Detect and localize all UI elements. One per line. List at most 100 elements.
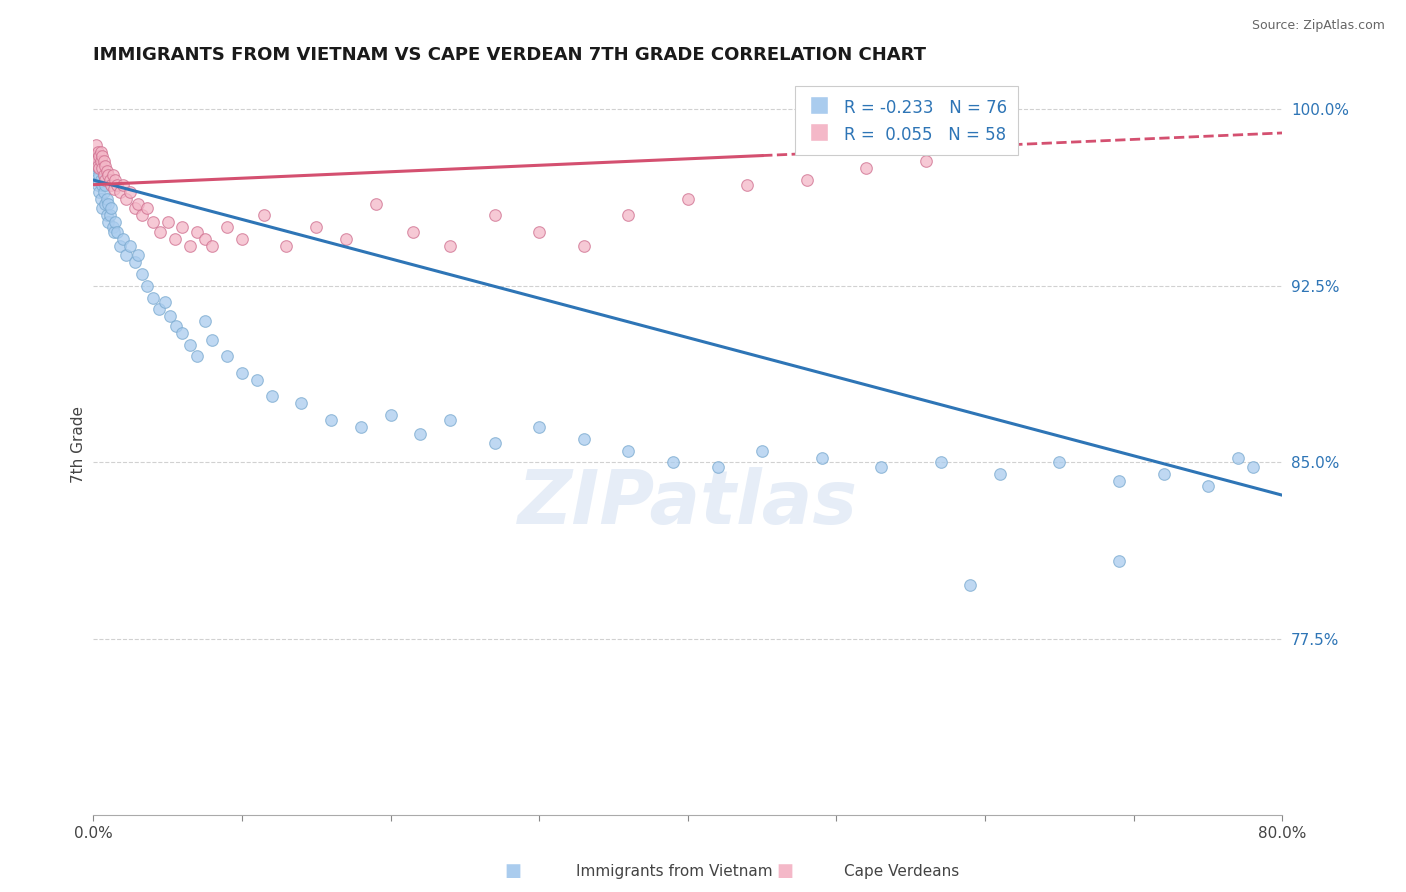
- Point: [260, 389, 283, 403]
- Point: [127, 248, 149, 262]
- Point: [83, 161, 105, 176]
- Point: [527, 225, 550, 239]
- Point: [929, 455, 952, 469]
- Point: [135, 278, 157, 293]
- Point: [149, 225, 172, 239]
- Point: [103, 225, 125, 239]
- Point: [93, 168, 115, 182]
- Point: [105, 178, 128, 192]
- Point: [179, 337, 201, 351]
- Point: [111, 232, 134, 246]
- Point: [96, 208, 118, 222]
- Point: [108, 185, 131, 199]
- Point: [90, 192, 112, 206]
- Point: [84, 173, 107, 187]
- Point: [98, 173, 121, 187]
- Point: [165, 318, 187, 333]
- Point: [1153, 467, 1175, 481]
- Point: [484, 208, 506, 222]
- Text: Immigrants from Vietnam: Immigrants from Vietnam: [576, 864, 773, 879]
- Point: [90, 154, 112, 169]
- Point: [350, 420, 373, 434]
- Point: [90, 161, 112, 176]
- Point: [86, 161, 108, 176]
- Point: [706, 460, 728, 475]
- Point: [527, 420, 550, 434]
- Point: [142, 291, 165, 305]
- Point: [186, 350, 208, 364]
- Point: [572, 432, 595, 446]
- Point: [89, 168, 111, 182]
- Point: [305, 220, 328, 235]
- Point: [90, 173, 112, 187]
- Point: [676, 192, 699, 206]
- Text: ■: ■: [505, 862, 522, 880]
- Point: [870, 460, 893, 475]
- Point: [290, 396, 312, 410]
- Point: [84, 154, 107, 169]
- Point: [100, 178, 122, 192]
- Point: [572, 239, 595, 253]
- Point: [1226, 450, 1249, 465]
- Point: [97, 215, 120, 229]
- Point: [153, 295, 176, 310]
- Point: [1241, 460, 1264, 475]
- Point: [93, 154, 115, 169]
- Point: [135, 201, 157, 215]
- Point: [94, 159, 117, 173]
- Text: IMMIGRANTS FROM VIETNAM VS CAPE VERDEAN 7TH GRADE CORRELATION CHART: IMMIGRANTS FROM VIETNAM VS CAPE VERDEAN …: [93, 46, 927, 64]
- Point: [855, 161, 877, 176]
- Point: [91, 161, 114, 176]
- Point: [86, 149, 108, 163]
- Point: [662, 455, 685, 469]
- Point: [104, 215, 127, 229]
- Point: [94, 173, 117, 187]
- Point: [104, 173, 127, 187]
- Point: [319, 413, 342, 427]
- Point: [131, 267, 153, 281]
- Point: [215, 350, 238, 364]
- Point: [253, 208, 276, 222]
- Point: [89, 154, 111, 169]
- Point: [124, 255, 146, 269]
- Point: [1108, 554, 1130, 568]
- Point: [201, 239, 224, 253]
- Point: [439, 239, 461, 253]
- Point: [101, 168, 124, 182]
- Point: [231, 366, 253, 380]
- Point: [335, 232, 357, 246]
- Point: [93, 185, 115, 199]
- Point: [186, 225, 208, 239]
- Point: [98, 208, 121, 222]
- Point: [131, 208, 153, 222]
- Point: [737, 178, 759, 192]
- Point: [194, 232, 217, 246]
- Point: [231, 232, 253, 246]
- Text: Cape Verdeans: Cape Verdeans: [844, 864, 959, 879]
- Point: [156, 215, 179, 229]
- Point: [364, 196, 387, 211]
- Point: [103, 182, 125, 196]
- Text: ZIPatlas: ZIPatlas: [517, 467, 858, 541]
- Y-axis label: 7th Grade: 7th Grade: [72, 406, 86, 483]
- Point: [201, 333, 224, 347]
- Point: [172, 220, 194, 235]
- Point: [91, 201, 114, 215]
- Point: [84, 137, 107, 152]
- Legend: R = -0.233   N = 76, R =  0.055   N = 58: R = -0.233 N = 76, R = 0.055 N = 58: [796, 87, 1018, 155]
- Point: [124, 201, 146, 215]
- Point: [276, 239, 298, 253]
- Point: [91, 178, 114, 192]
- Text: Source: ZipAtlas.com: Source: ZipAtlas.com: [1251, 19, 1385, 31]
- Point: [172, 326, 194, 340]
- Point: [120, 239, 142, 253]
- Point: [100, 201, 122, 215]
- Point: [86, 159, 108, 173]
- Point: [101, 220, 124, 235]
- Point: [959, 577, 981, 591]
- Point: [83, 149, 105, 163]
- Point: [105, 225, 128, 239]
- Point: [84, 154, 107, 169]
- Point: [93, 168, 115, 182]
- Point: [751, 443, 773, 458]
